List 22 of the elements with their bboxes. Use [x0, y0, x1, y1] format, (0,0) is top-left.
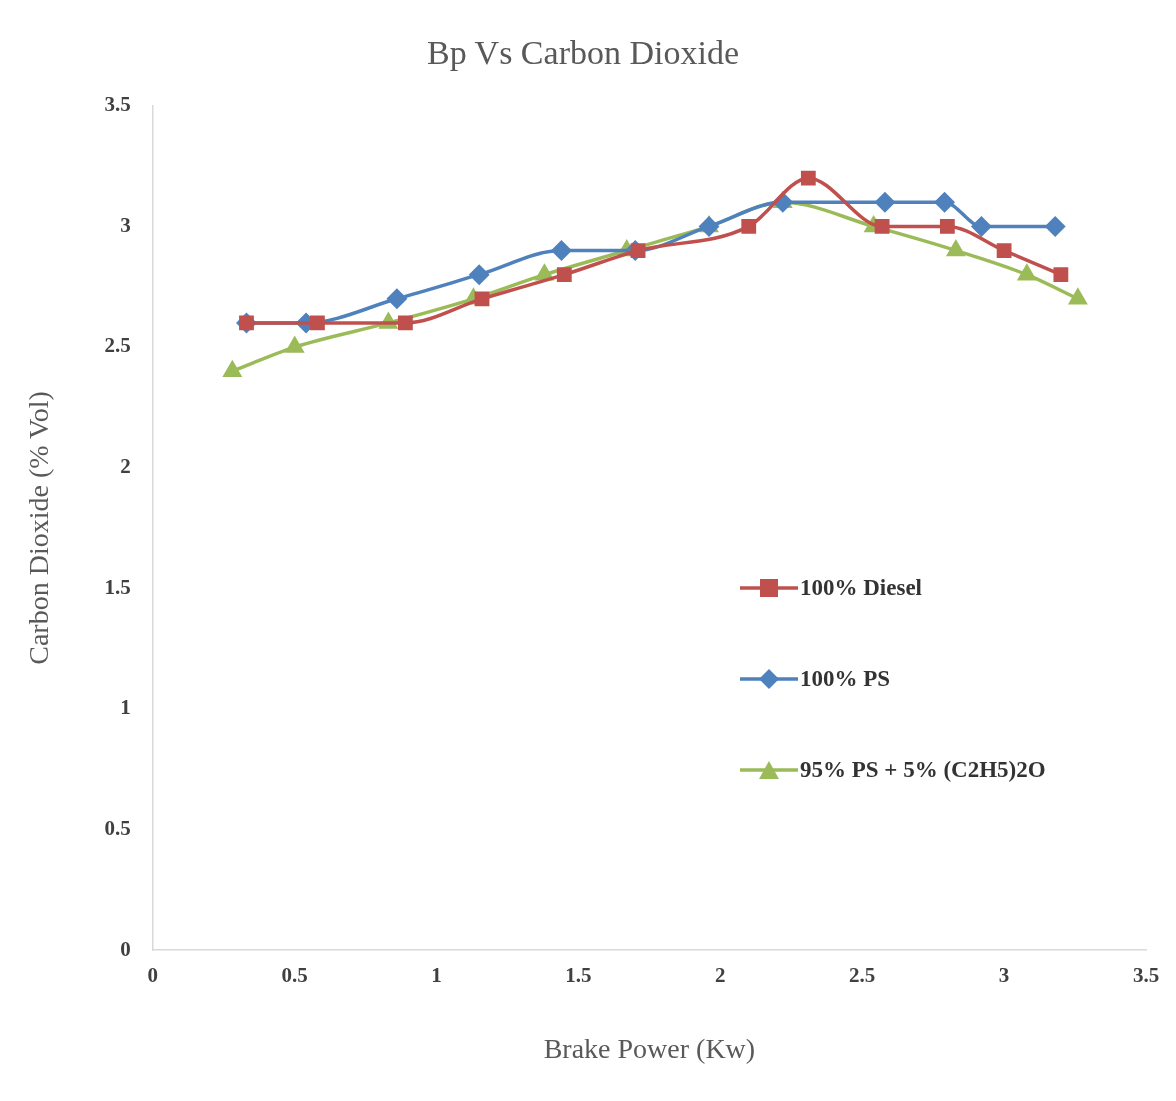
chart-title: Bp Vs Carbon Dioxide — [427, 34, 739, 72]
y-tick-label: 1 — [120, 695, 131, 720]
x-tick-label: 1.5 — [565, 963, 592, 988]
y-tick-label: 3 — [120, 212, 131, 237]
y-tick-label: 1.5 — [104, 574, 131, 599]
x-tick-label: 0 — [147, 963, 159, 988]
x-tick-label: 2 — [715, 963, 726, 988]
legend-label: 95% PS + 5% (C2H5)2O — [800, 756, 1046, 783]
x-tick-label: 3 — [998, 963, 1010, 988]
x-tick-label: 2.5 — [849, 963, 876, 988]
y-tick-label: 0.5 — [104, 815, 131, 840]
y-axis-title: Carbon Dioxide (% Vol) — [23, 391, 55, 665]
y-tick-label: 2.5 — [104, 333, 131, 358]
y-tick-label: 2 — [120, 454, 131, 479]
y-tick-label: 0 — [120, 936, 131, 961]
legend-label: 100% PS — [800, 665, 891, 692]
x-axis-title: Brake Power (Kw) — [543, 1032, 756, 1064]
y-tick-label: 3.5 — [104, 92, 131, 117]
legend-label: 100% Diesel — [800, 574, 923, 601]
x-tick-label: 0.5 — [281, 963, 308, 988]
x-tick-label: 3.5 — [1132, 963, 1160, 988]
x-tick-label: 1 — [431, 963, 442, 988]
